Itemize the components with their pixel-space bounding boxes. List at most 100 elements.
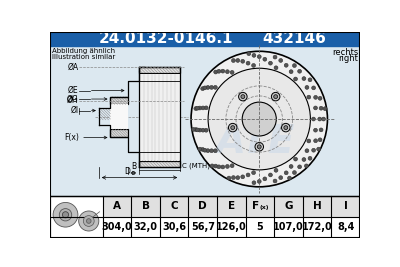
Text: B: B: [142, 201, 150, 211]
Circle shape: [214, 164, 218, 168]
Circle shape: [317, 147, 320, 151]
Circle shape: [201, 87, 205, 91]
Circle shape: [298, 165, 302, 169]
Circle shape: [230, 164, 234, 168]
Circle shape: [214, 85, 217, 89]
Circle shape: [83, 216, 94, 226]
Circle shape: [314, 95, 318, 99]
Circle shape: [314, 128, 318, 132]
Text: 5: 5: [256, 222, 263, 232]
Circle shape: [292, 171, 296, 174]
Circle shape: [271, 92, 280, 101]
Circle shape: [236, 58, 240, 62]
Circle shape: [307, 139, 311, 143]
Circle shape: [242, 102, 276, 136]
Circle shape: [252, 53, 256, 57]
Circle shape: [312, 86, 316, 90]
Circle shape: [289, 164, 293, 168]
Circle shape: [192, 127, 195, 131]
Text: ØG: ØG: [67, 95, 79, 104]
Text: D: D: [124, 167, 130, 176]
Circle shape: [252, 171, 256, 175]
Bar: [50, 46, 360, 196]
Circle shape: [302, 158, 306, 162]
Circle shape: [241, 175, 245, 179]
Circle shape: [208, 68, 310, 170]
Text: ATE: ATE: [216, 123, 295, 161]
Circle shape: [228, 123, 237, 132]
Text: ØI: ØI: [70, 106, 79, 115]
Circle shape: [298, 69, 302, 73]
Text: A: A: [113, 201, 121, 211]
Circle shape: [305, 85, 309, 89]
Circle shape: [323, 107, 327, 111]
Circle shape: [217, 165, 221, 169]
Circle shape: [204, 128, 208, 132]
Bar: [50, 32, 360, 46]
Circle shape: [247, 52, 251, 56]
Circle shape: [226, 70, 229, 74]
Circle shape: [201, 128, 205, 132]
Text: Illustration similar: Illustration similar: [52, 54, 115, 60]
Circle shape: [221, 69, 225, 73]
Circle shape: [191, 51, 328, 187]
Circle shape: [59, 209, 72, 221]
Bar: [139, 67, 180, 73]
Bar: [139, 73, 180, 161]
Circle shape: [294, 157, 298, 161]
Circle shape: [308, 156, 312, 160]
Circle shape: [274, 168, 278, 172]
Text: 107,0: 107,0: [273, 222, 304, 232]
Circle shape: [257, 145, 261, 149]
Circle shape: [236, 176, 240, 180]
Circle shape: [257, 55, 261, 58]
Text: ØH: ØH: [67, 96, 79, 105]
Circle shape: [314, 139, 318, 143]
Circle shape: [319, 106, 323, 110]
Circle shape: [318, 138, 322, 142]
Bar: [103, 196, 360, 217]
Text: I: I: [344, 201, 348, 211]
Circle shape: [201, 106, 205, 110]
Text: (x): (x): [260, 206, 270, 210]
Text: C: C: [170, 201, 178, 211]
Circle shape: [279, 58, 283, 62]
Text: ØA: ØA: [68, 63, 79, 72]
Bar: [110, 104, 128, 129]
Circle shape: [210, 149, 214, 153]
Circle shape: [203, 148, 207, 152]
Text: E: E: [228, 201, 235, 211]
Circle shape: [322, 117, 326, 121]
Circle shape: [62, 212, 69, 218]
Circle shape: [203, 86, 207, 90]
Circle shape: [319, 128, 323, 132]
Circle shape: [230, 70, 234, 74]
Circle shape: [194, 107, 198, 111]
Text: F: F: [252, 201, 259, 211]
Circle shape: [214, 70, 218, 74]
Text: 126,0: 126,0: [216, 222, 247, 232]
Circle shape: [273, 55, 277, 59]
Circle shape: [263, 177, 267, 181]
Circle shape: [214, 149, 217, 153]
Circle shape: [257, 179, 261, 183]
Circle shape: [196, 128, 199, 132]
Text: ØE: ØE: [68, 86, 79, 95]
Text: F(x): F(x): [64, 133, 79, 142]
Text: G: G: [284, 201, 293, 211]
Text: H: H: [313, 201, 322, 211]
Circle shape: [246, 61, 250, 65]
Text: right: right: [338, 54, 358, 62]
Circle shape: [201, 148, 205, 151]
Circle shape: [305, 149, 309, 153]
Circle shape: [252, 181, 256, 185]
Text: C (MTH): C (MTH): [182, 163, 210, 169]
Circle shape: [273, 179, 277, 183]
Text: Abbildung ähnlich: Abbildung ähnlich: [52, 48, 115, 54]
Text: 304,0: 304,0: [102, 222, 132, 232]
Circle shape: [86, 219, 91, 223]
Circle shape: [268, 173, 272, 177]
Circle shape: [206, 149, 210, 153]
Circle shape: [263, 57, 267, 61]
Circle shape: [246, 173, 250, 177]
